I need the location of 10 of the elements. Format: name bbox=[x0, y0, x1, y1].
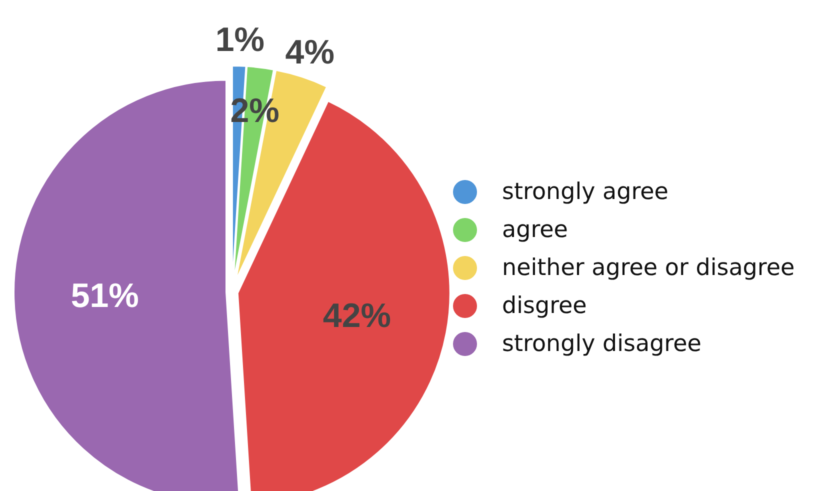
data-label: 51% bbox=[70, 276, 139, 315]
legend-label: strongly agree bbox=[502, 179, 668, 205]
data-label: 1% bbox=[215, 21, 264, 60]
data-label: 2% bbox=[230, 92, 280, 130]
legend-label: disgree bbox=[502, 293, 587, 319]
data-label: 42% bbox=[322, 296, 391, 335]
legend-label: strongly disagree bbox=[502, 331, 702, 357]
data-label: 4% bbox=[285, 33, 334, 72]
legend-label: agree bbox=[502, 217, 568, 243]
legend-label: neither agree or disagree bbox=[502, 255, 795, 281]
